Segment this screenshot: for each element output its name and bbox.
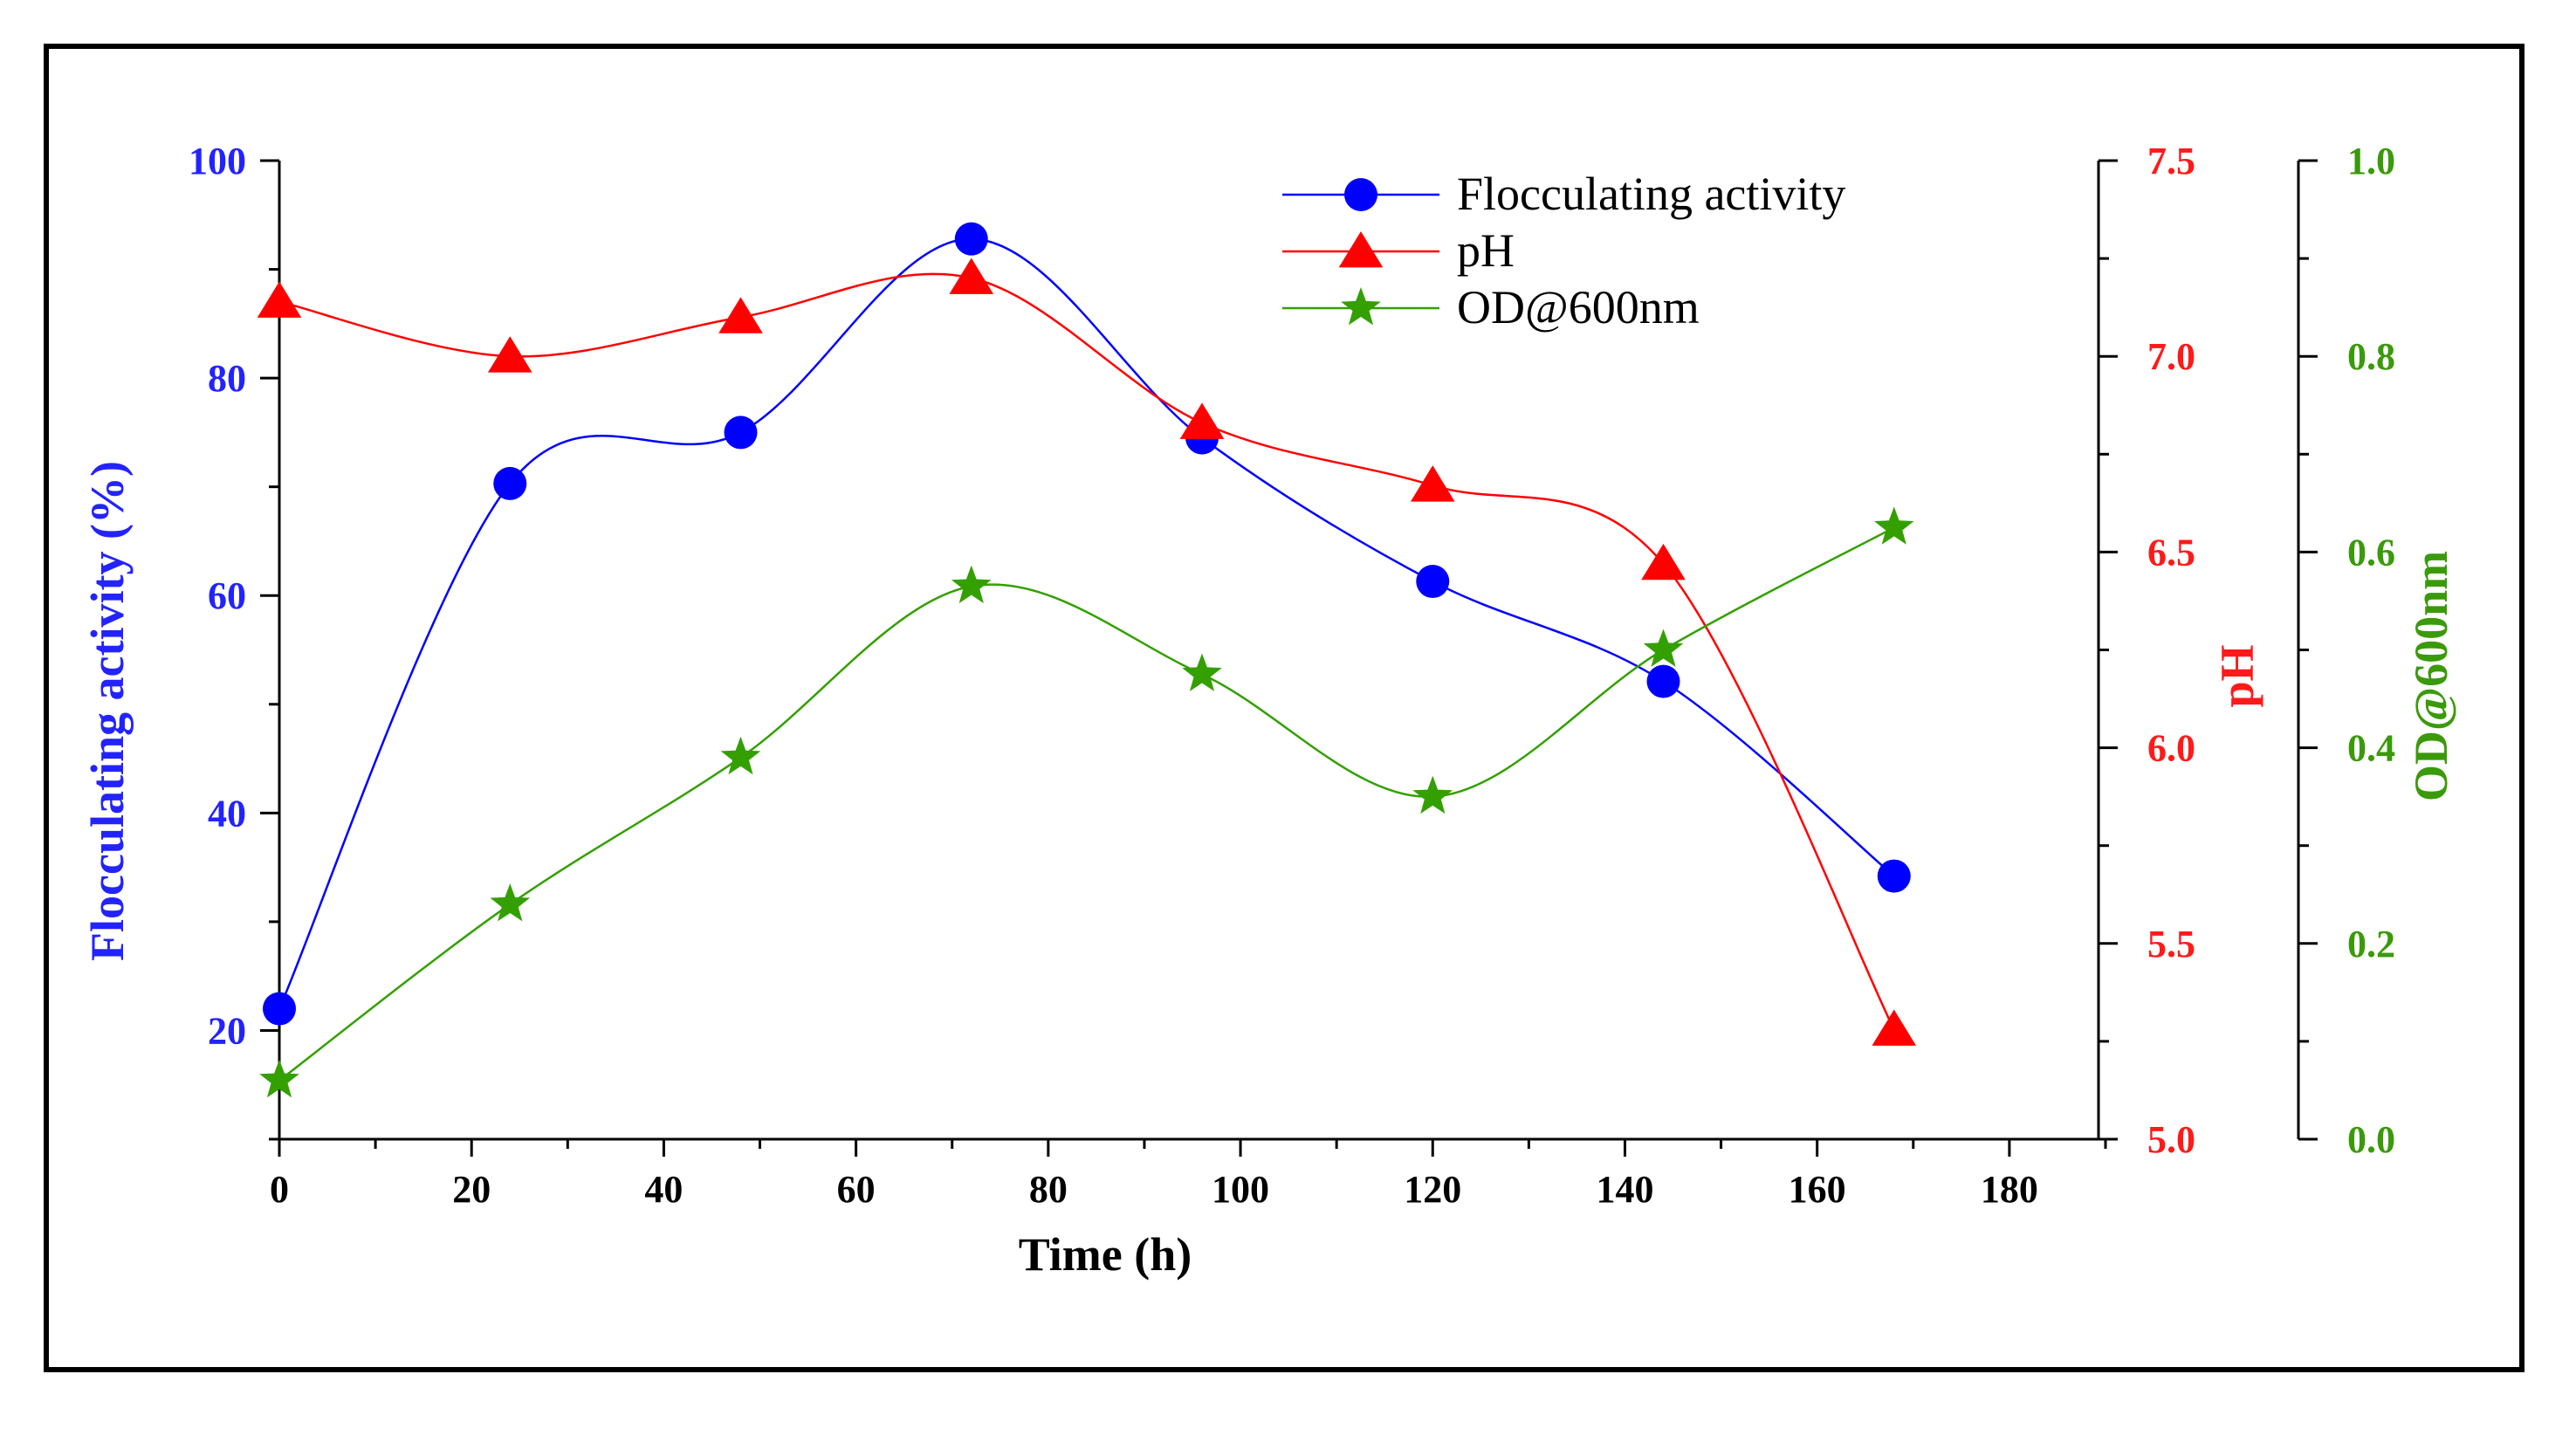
x-tick-label: 100 — [1212, 1168, 1269, 1211]
od600-point — [951, 565, 992, 604]
x-tick-label: 20 — [452, 1168, 491, 1211]
flocculating-activity-point — [1416, 565, 1450, 599]
od-tick-label: 0.6 — [2347, 531, 2395, 574]
x-tick-label: 80 — [1029, 1168, 1068, 1211]
flocculating-activity-point — [724, 416, 758, 450]
left-tick-label: 100 — [189, 140, 246, 182]
x-tick-label: 40 — [644, 1168, 683, 1211]
flocculating-activity-point — [493, 466, 527, 500]
flocculating-activity-line — [278, 237, 1895, 1010]
x-tick-label: 140 — [1596, 1168, 1653, 1211]
od600-point — [1412, 775, 1453, 814]
ph-point — [1641, 543, 1686, 581]
od600-point — [259, 1059, 299, 1098]
ph-point — [1410, 465, 1455, 502]
chart-canvas: 20 40 60 80 100 Flocculating activity (%) 0 20 4… — [81, 140, 2457, 1281]
x-tick-label: 160 — [1789, 1168, 1846, 1211]
ph-point — [949, 258, 994, 294]
ph-tick-label: 5.0 — [2147, 1118, 2195, 1161]
x-tick-label: 0 — [270, 1168, 289, 1211]
od600-point — [720, 736, 761, 775]
ph-tick-label: 6.5 — [2147, 531, 2195, 574]
ph-tick-label: 7.5 — [2147, 140, 2195, 182]
legend-label-flocculating-activity: Flocculating activity — [1457, 168, 1845, 220]
ph-point — [1872, 1009, 1917, 1046]
od600-point — [1873, 506, 1914, 545]
ph-axis-title: pH — [2211, 644, 2263, 707]
od600-point — [490, 883, 531, 922]
legend-label-od600: OD@600nm — [1457, 281, 1700, 333]
od600-point — [1643, 629, 1684, 667]
flocculating-activity-point — [263, 992, 296, 1026]
ph-point — [718, 297, 763, 333]
x-tick-label: 60 — [837, 1168, 876, 1211]
flocculating-activity-point — [954, 222, 988, 256]
x-axis-title: Time (h) — [1019, 1228, 1192, 1281]
left-tick-label: 80 — [208, 357, 246, 400]
left-axis-title: Flocculating activity (%) — [81, 461, 134, 961]
legend-marker-od600 — [1341, 287, 1381, 326]
od600-point — [1182, 653, 1222, 691]
legend-marker-flocculating-activity — [1344, 178, 1377, 211]
x-tick-label: 120 — [1404, 1168, 1461, 1211]
od-tick-label: 1.0 — [2347, 140, 2395, 182]
x-tick-label: 180 — [1981, 1168, 2038, 1211]
ph-tick-label: 7.0 — [2147, 335, 2195, 378]
ph-line — [278, 272, 1895, 1031]
ph-point — [257, 281, 302, 318]
ph-tick-label: 6.0 — [2147, 727, 2195, 770]
od-tick-label: 0.2 — [2347, 923, 2395, 965]
left-tick-label: 40 — [208, 792, 246, 835]
ph-point — [1179, 402, 1225, 439]
legend-marker-ph — [1338, 231, 1384, 268]
od-tick-label: 0.4 — [2347, 727, 2395, 770]
od-tick-label: 0.0 — [2347, 1118, 2395, 1161]
od-tick-label: 0.8 — [2347, 335, 2395, 378]
ph-point — [487, 336, 532, 373]
od-axis-title: OD@600nm — [2405, 551, 2457, 801]
od600-line — [278, 526, 1895, 1082]
ph-tick-label: 5.5 — [2147, 923, 2195, 965]
left-tick-label: 60 — [208, 574, 246, 617]
flocculating-activity-point — [1877, 859, 1911, 893]
left-tick-label: 20 — [208, 1009, 246, 1052]
flocculating-activity-point — [1646, 664, 1680, 698]
figure-frame: 20 40 60 80 100 Flocculating activity (%) 0 20 4… — [44, 44, 2524, 1372]
legend-label-ph: pH — [1457, 224, 1515, 277]
